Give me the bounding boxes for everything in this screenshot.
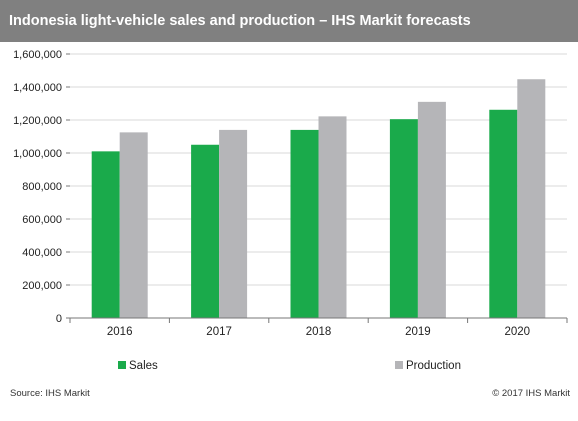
- bar-sales-2020: [489, 109, 518, 319]
- bar-sales-2019: [389, 119, 418, 318]
- x-axis-labels: 2016 2017 2018 2019 2020: [107, 326, 530, 338]
- legend-swatch-production: [395, 361, 403, 369]
- x-tick-label: 2016: [107, 326, 133, 338]
- y-tick-label: 1,600,000: [13, 49, 62, 61]
- bar-sales-2017: [191, 144, 220, 318]
- chart-plot: 0 200,000 400,000 600,000 800,000 1,000,000 1,…: [10, 49, 570, 399]
- x-axis: [69, 317, 568, 323]
- y-tick-label: 1,200,000: [13, 115, 62, 127]
- legend: Sales Production: [118, 360, 461, 372]
- bar-sales-2018: [290, 129, 319, 318]
- bar-production-2016: [119, 132, 148, 318]
- x-tick-label: 2020: [505, 326, 531, 338]
- legend-label-sales: Sales: [129, 360, 158, 372]
- x-tick-label: 2018: [306, 326, 332, 338]
- copyright-note: © 2017 IHS Markit: [492, 388, 570, 399]
- y-tick-label: 1,000,000: [13, 148, 62, 160]
- bar-production-2020: [517, 79, 546, 318]
- x-tick-label: 2017: [206, 326, 232, 338]
- chart-title: Indonesia light-vehicle sales and produc…: [0, 0, 578, 42]
- bars: [91, 79, 546, 319]
- legend-swatch-sales: [118, 361, 126, 369]
- source-note: Source: IHS Markit: [10, 388, 90, 399]
- bar-production-2018: [318, 116, 347, 319]
- legend-label-production: Production: [406, 360, 461, 372]
- y-tick-label: 600,000: [22, 214, 62, 226]
- x-tick-label: 2019: [405, 326, 431, 338]
- bar-production-2017: [219, 129, 248, 318]
- y-tick-label: 1,400,000: [13, 82, 62, 94]
- y-tick-label: 800,000: [22, 181, 62, 193]
- y-tick-label: 400,000: [22, 247, 62, 259]
- bar-production-2019: [417, 101, 446, 318]
- y-axis-ticks: 0 200,000 400,000 600,000 800,000 1,000,000 1,…: [13, 49, 70, 325]
- bar-sales-2016: [91, 151, 120, 318]
- y-tick-label: 200,000: [22, 280, 62, 292]
- y-tick-label: 0: [56, 313, 62, 325]
